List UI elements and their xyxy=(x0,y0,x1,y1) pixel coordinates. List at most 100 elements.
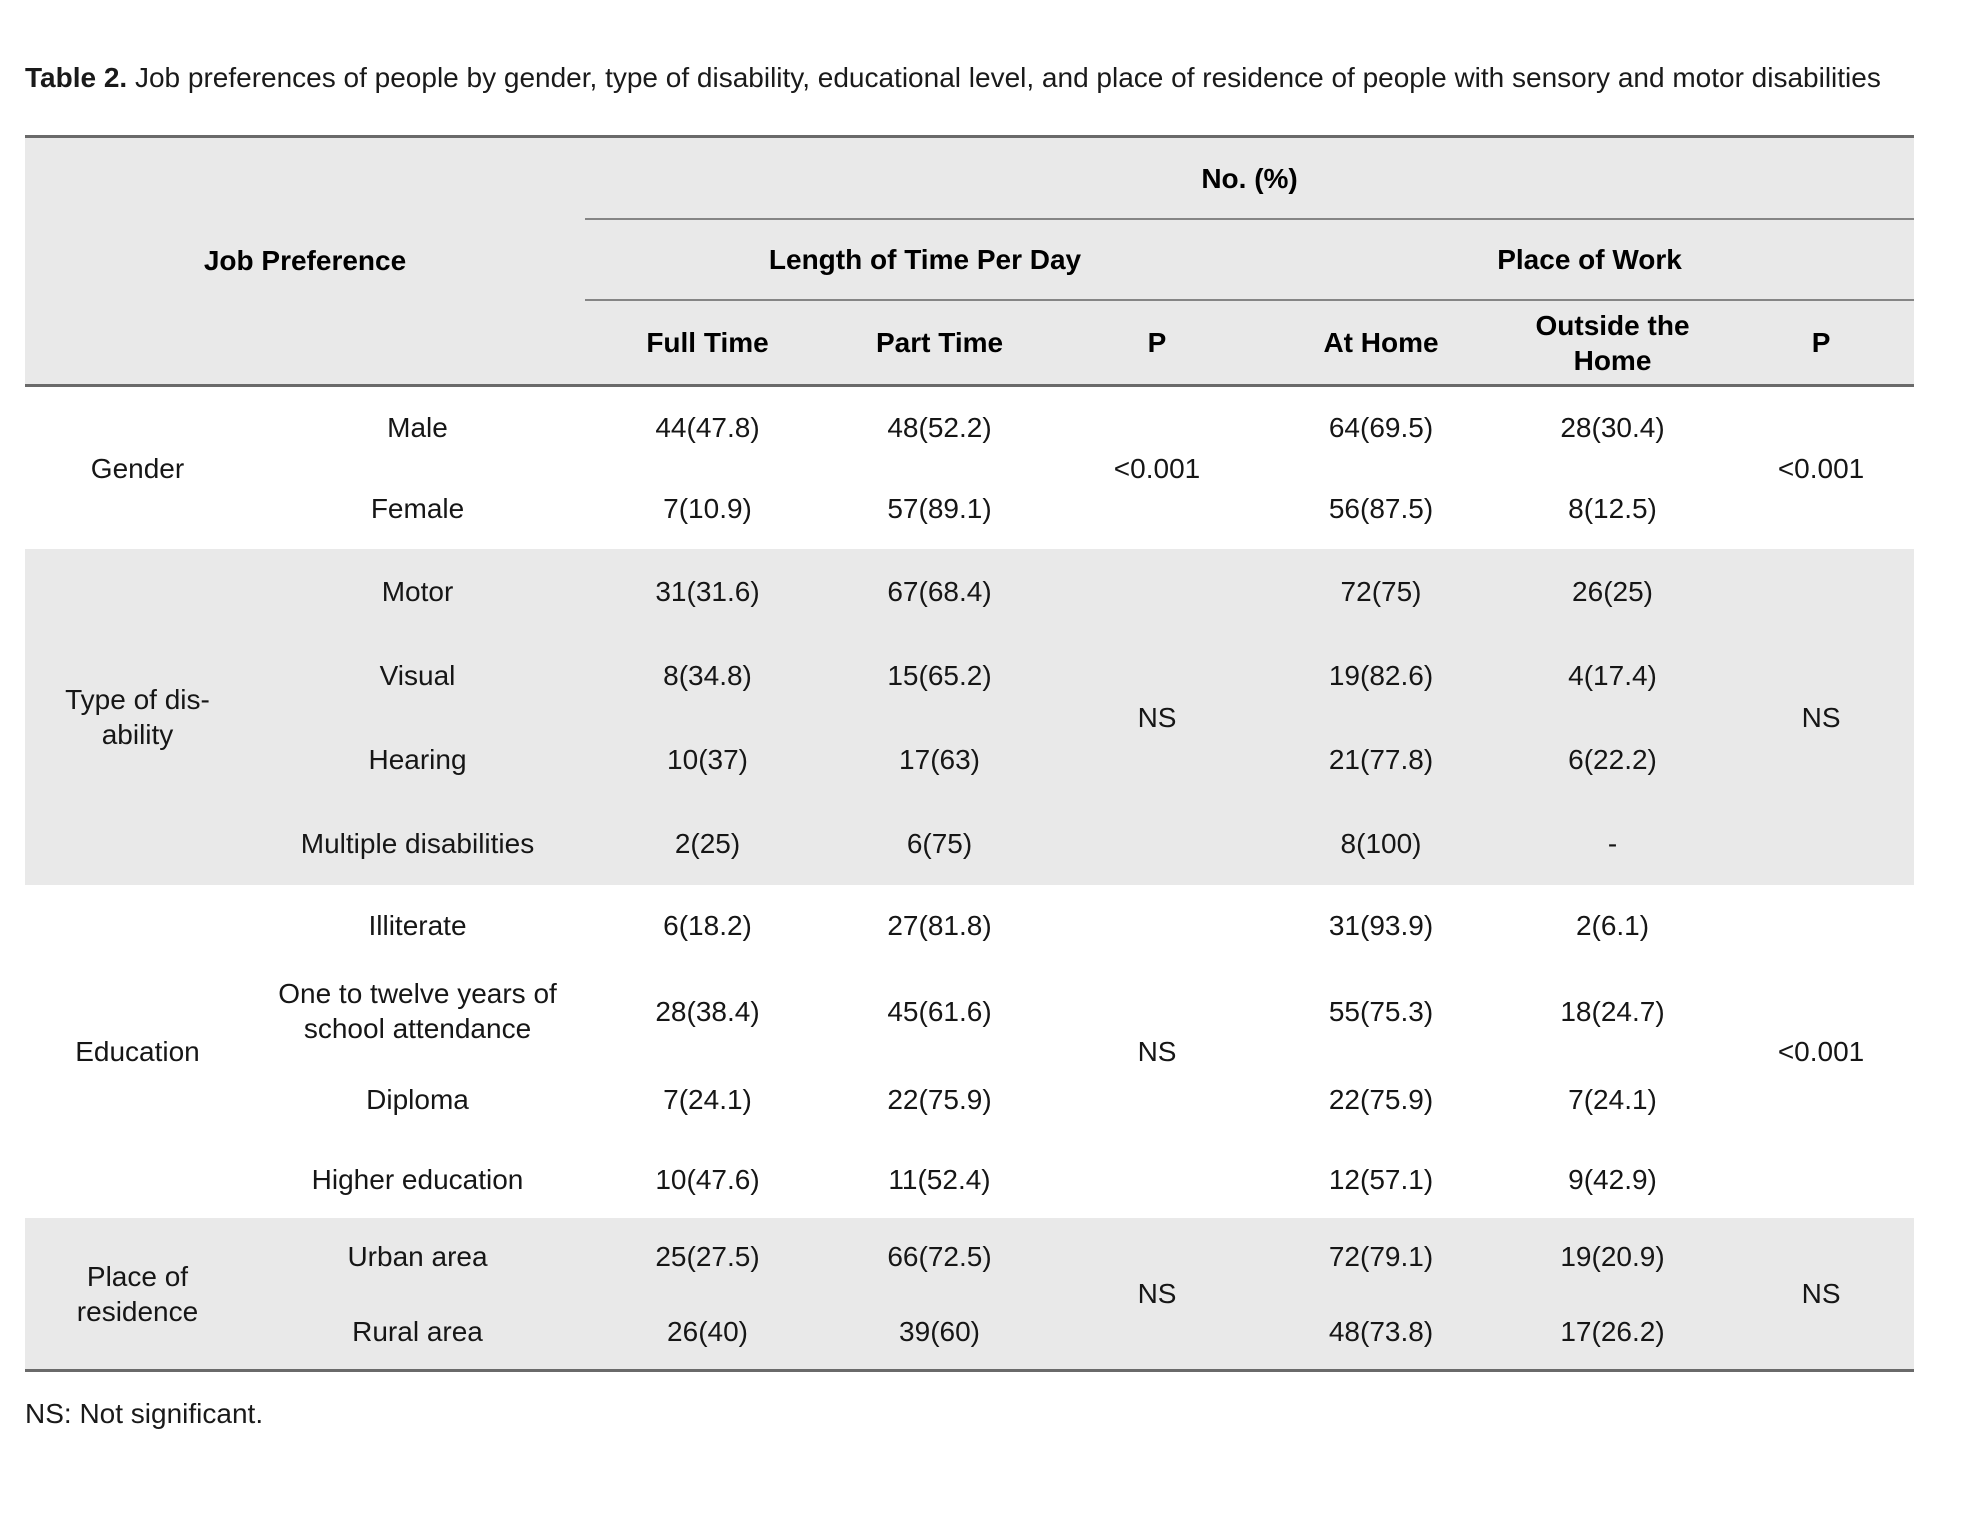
p-value-place: <0.001 xyxy=(1728,385,1915,550)
cell: 26(40) xyxy=(585,1294,831,1371)
cell: 18(24.7) xyxy=(1497,965,1729,1058)
cell: 7(24.1) xyxy=(1497,1057,1729,1142)
header-row-1: Job Preference No. (%) xyxy=(25,136,1915,387)
row-label: Male xyxy=(250,385,586,468)
cell: 15(65.2) xyxy=(830,633,1050,718)
table-caption-text: Job preferences of people by gender, typ… xyxy=(134,62,1881,93)
header-job-preference: Job Preference xyxy=(25,136,586,387)
cell: 4(17.4) xyxy=(1497,633,1729,718)
p-value-time: NS xyxy=(1049,885,1266,1219)
header-group-place-of-work: Place of Work xyxy=(1265,219,1915,302)
table-row: Multiple disabilities 2(25) 6(75) 8(100)… xyxy=(25,801,1914,886)
cell: 2(6.1) xyxy=(1497,885,1729,966)
table-row: Diploma 7(24.1) 22(75.9) 22(75.9) 7(24.1… xyxy=(25,1057,1914,1142)
cell: 57(89.1) xyxy=(830,467,1050,550)
header-group-length-of-time: Length of Time Per Day xyxy=(585,219,1266,302)
cell: 17(63) xyxy=(830,717,1050,802)
cell: 31(93.9) xyxy=(1265,885,1498,966)
header-part-time: Part Time xyxy=(830,300,1050,387)
cell: 2(25) xyxy=(585,801,831,886)
row-label: Higher education xyxy=(250,1141,586,1219)
table-caption: Table 2. Job preferences of people by ge… xyxy=(25,56,1925,101)
row-label: Female xyxy=(250,467,586,550)
row-label: Hearing xyxy=(250,717,586,802)
table-row: Type of dis-ability Motor 31(31.6) 67(68… xyxy=(25,549,1915,886)
cell: 55(75.3) xyxy=(1265,965,1498,1058)
category-label: Type of dis-ability xyxy=(25,549,250,886)
cell: 22(75.9) xyxy=(1265,1057,1498,1142)
table-row: Hearing 10(37) 17(63) 21(77.8) 6(22.2) xyxy=(25,717,1914,802)
cell: 6(18.2) xyxy=(585,885,831,966)
row-label: Urban area xyxy=(250,1218,586,1295)
table-row: Female 7(10.9) 57(89.1) 56(87.5) 8(12.5) xyxy=(25,467,1914,550)
cell: 48(52.2) xyxy=(830,385,1050,468)
cell: 28(38.4) xyxy=(585,965,831,1058)
table-row: Higher education 10(47.6) 11(52.4) 12(57… xyxy=(25,1141,1914,1219)
row-label: Multiple disabilities xyxy=(250,801,586,886)
p-value-place: NS xyxy=(1728,549,1915,886)
p-value-time: NS xyxy=(1049,549,1266,886)
header-at-home: At Home xyxy=(1265,300,1498,387)
table-caption-label: Table 2. xyxy=(25,62,128,93)
cell: 72(75) xyxy=(1265,549,1498,634)
page: Table 2. Job preferences of people by ge… xyxy=(25,56,1925,1429)
cell: 6(75) xyxy=(830,801,1050,886)
p-value-time: NS xyxy=(1049,1218,1266,1371)
cell: 67(68.4) xyxy=(830,549,1050,634)
table-header: Job Preference No. (%) Length of Time Pe… xyxy=(25,136,1915,387)
cell: 10(37) xyxy=(585,717,831,802)
cell: 12(57.1) xyxy=(1265,1141,1498,1219)
cell: 11(52.4) xyxy=(830,1141,1050,1219)
cell: 28(30.4) xyxy=(1497,385,1729,468)
table-row: Rural area 26(40) 39(60) 48(73.8) 17(26.… xyxy=(25,1294,1914,1371)
cell: 56(87.5) xyxy=(1265,467,1498,550)
cell: 66(72.5) xyxy=(830,1218,1050,1295)
cell: 31(31.6) xyxy=(585,549,831,634)
header-no-pct: No. (%) xyxy=(585,136,1915,221)
cell: 7(10.9) xyxy=(585,467,831,550)
table-row: Gender Male 44(47.8) 48(52.2) <0.001 64(… xyxy=(25,385,1915,550)
p-value-place: <0.001 xyxy=(1728,885,1915,1219)
row-label: Diploma xyxy=(250,1057,586,1142)
row-label: Illiterate xyxy=(250,885,586,966)
table-row: Visual 8(34.8) 15(65.2) 19(82.6) 4(17.4) xyxy=(25,633,1914,718)
cell: 8(34.8) xyxy=(585,633,831,718)
table-row: Place of residence Urban area 25(27.5) 6… xyxy=(25,1218,1915,1371)
header-full-time: Full Time xyxy=(585,300,831,387)
cell: 19(20.9) xyxy=(1497,1218,1729,1295)
section-gender: Gender Male 44(47.8) 48(52.2) <0.001 64(… xyxy=(25,385,1915,550)
cell: 22(75.9) xyxy=(830,1057,1050,1142)
cell: 44(47.8) xyxy=(585,385,831,468)
cell: 21(77.8) xyxy=(1265,717,1498,802)
section-education: Education Illiterate 6(18.2) 27(81.8) NS… xyxy=(25,885,1915,1219)
row-label: One to twelve years of school attendance xyxy=(250,965,586,1058)
header-row-2: Length of Time Per Day Place of Work xyxy=(25,219,1915,302)
cell: - xyxy=(1497,801,1729,886)
row-label: Rural area xyxy=(250,1294,586,1371)
header-p-place: P xyxy=(1728,300,1915,387)
cell: 8(12.5) xyxy=(1497,467,1729,550)
cell: 9(42.9) xyxy=(1497,1141,1729,1219)
table-row: One to twelve years of school attendance… xyxy=(25,965,1914,1058)
cell: 45(61.6) xyxy=(830,965,1050,1058)
cell: 25(27.5) xyxy=(585,1218,831,1295)
cell: 6(22.2) xyxy=(1497,717,1729,802)
cell: 17(26.2) xyxy=(1497,1294,1729,1371)
cell: 72(79.1) xyxy=(1265,1218,1498,1295)
cell: 8(100) xyxy=(1265,801,1498,886)
section-type-of-disability: Type of dis-ability Motor 31(31.6) 67(68… xyxy=(25,549,1915,886)
cell: 19(82.6) xyxy=(1265,633,1498,718)
header-row-3: Full Time Part Time P At Home Outside th… xyxy=(25,300,1915,387)
cell: 64(69.5) xyxy=(1265,385,1498,468)
cell: 26(25) xyxy=(1497,549,1729,634)
header-p-time: P xyxy=(1049,300,1266,387)
row-label: Visual xyxy=(250,633,586,718)
cell: 39(60) xyxy=(830,1294,1050,1371)
category-label: Gender xyxy=(25,385,250,550)
category-label: Education xyxy=(25,885,250,1219)
p-value-place: NS xyxy=(1728,1218,1915,1371)
table-row: Education Illiterate 6(18.2) 27(81.8) NS… xyxy=(25,885,1915,1219)
cell: 48(73.8) xyxy=(1265,1294,1498,1371)
cell: 7(24.1) xyxy=(585,1057,831,1142)
category-label: Place of residence xyxy=(25,1218,250,1371)
